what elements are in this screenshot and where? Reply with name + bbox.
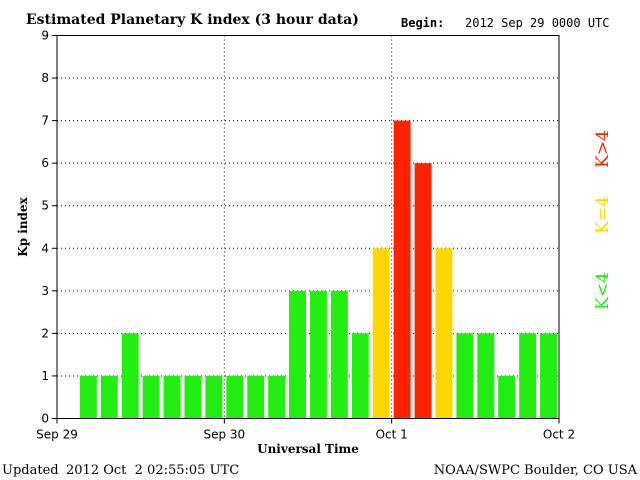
kp-bar <box>351 333 369 419</box>
y-tick-label: 6 <box>41 156 49 170</box>
kp-bar <box>268 375 286 419</box>
y-ticks: 0 1 2 3 4 5 6 7 8 9 <box>41 29 57 426</box>
y-tick-label: 2 <box>41 326 49 340</box>
legend-k-low: K<4 <box>593 272 613 310</box>
x-ticks: Sep 29 Sep 30 Oct 1 Oct 2 <box>36 418 575 442</box>
kp-bar <box>372 248 390 419</box>
kp-bar <box>519 333 537 419</box>
kp-bar <box>477 333 495 419</box>
updated-value: 2012 Oct 2 02:55:05 UTC <box>66 463 239 478</box>
legend-k-equal: K=4 <box>593 196 613 234</box>
begin-label: Begin: <box>401 16 444 30</box>
kp-bar <box>121 333 139 419</box>
kp-bar <box>247 375 265 419</box>
kp-bar <box>205 375 223 419</box>
bars <box>79 120 557 419</box>
x-tick-label: Sep 29 <box>36 428 78 442</box>
kp-bar <box>414 163 432 419</box>
kp-bar <box>456 333 474 419</box>
x-tick-label: Oct 1 <box>376 428 408 442</box>
kp-bar <box>184 375 202 419</box>
y-tick-label: 4 <box>41 241 49 255</box>
source-credit: NOAA/SWPC Boulder, CO USA <box>434 463 638 478</box>
y-tick-label: 3 <box>41 284 49 298</box>
y-tick-label: 8 <box>41 71 49 85</box>
kp-bar <box>142 375 160 419</box>
chart-title: Estimated Planetary K index (3 hour data… <box>26 12 359 28</box>
y-tick-label: 0 <box>41 412 49 426</box>
kp-bar <box>330 290 348 419</box>
kp-bar <box>79 375 97 419</box>
x-tick-label: Oct 2 <box>543 428 575 442</box>
y-tick-label: 1 <box>41 369 49 383</box>
kp-bar <box>435 248 453 419</box>
kp-bar <box>163 375 181 419</box>
kp-bar <box>100 375 118 419</box>
kp-bar <box>310 290 327 419</box>
begin-value: 2012 Sep 29 0000 UTC <box>465 16 610 30</box>
kp-bar <box>226 375 244 419</box>
y-tick-label: 9 <box>41 29 49 43</box>
kp-bar <box>289 290 306 419</box>
y-tick-label: 7 <box>41 114 49 128</box>
y-tick-label: 5 <box>41 199 49 213</box>
x-tick-label: Sep 30 <box>203 428 245 442</box>
plot-frame <box>56 35 560 419</box>
legend-k-high: K>4 <box>593 130 613 168</box>
updated-label: Updated <box>2 463 59 478</box>
x-axis-label: Universal Time <box>257 442 359 456</box>
kp-bar <box>393 120 411 419</box>
kp-bar <box>540 333 557 419</box>
kp-bar <box>498 375 516 419</box>
y-axis-label: Kp index <box>16 196 30 256</box>
